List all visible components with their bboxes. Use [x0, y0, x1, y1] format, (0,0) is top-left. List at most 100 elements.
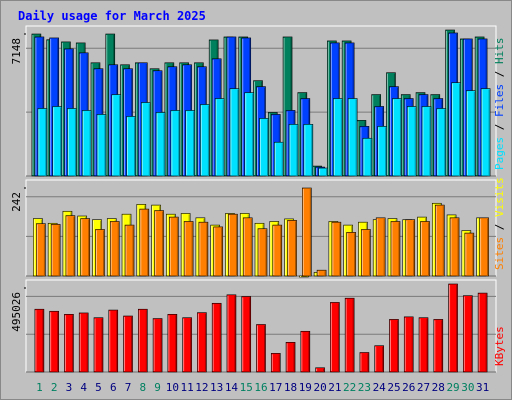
bar-pages-22 [347, 98, 358, 177]
bar-sites-undefined [361, 229, 371, 277]
bar-sites-undefined-fill [36, 223, 46, 277]
bar-pages-18 [288, 124, 299, 177]
bar-kbytes-undefined [93, 317, 104, 373]
bar-pages-12-fill [200, 104, 210, 177]
bar-kbytes-undefined [448, 283, 458, 373]
bar-kbytes-undefined [182, 317, 192, 373]
bar-kbytes-undefined [64, 314, 74, 373]
bar-kbytes-undefined-fill [152, 318, 163, 373]
x-tick-label-18: 18 [284, 381, 297, 394]
bar-pages-4-fill [81, 110, 92, 177]
bar-pages-27 [421, 106, 432, 177]
legend-visits: Visits [493, 177, 506, 217]
bar-kbytes-undefined-fill [226, 294, 237, 373]
bar-kbytes-undefined [389, 319, 399, 373]
bar-pages-25-fill [392, 98, 402, 177]
bar-pages-16 [259, 118, 269, 177]
bar-kbytes-undefined-fill [418, 317, 429, 373]
bar-sites-undefined-fill [361, 229, 371, 277]
bar-pages-3 [67, 108, 77, 177]
bar-sites-undefined [420, 221, 430, 277]
x-tick-label-25: 25 [387, 381, 400, 394]
bar-pages-14 [229, 88, 240, 177]
bar-pages-17 [273, 141, 284, 177]
bar-sites-undefined [272, 224, 283, 277]
bar-sites-undefined-fill [375, 217, 386, 277]
x-tick-label-1: 1 [36, 381, 43, 394]
bar-kbytes-undefined [123, 315, 133, 373]
bar-sites-undefined [109, 221, 120, 277]
x-tick-label-26: 26 [402, 381, 415, 394]
bar-kbytes-undefined-fill [182, 317, 192, 373]
x-tick-label-10: 10 [166, 381, 179, 394]
x-tick-label-17: 17 [269, 381, 282, 394]
bar-kbytes-undefined [256, 324, 266, 373]
legend-pages: Pages [493, 137, 506, 170]
x-tick-label-11: 11 [181, 381, 194, 394]
bar-pages-16-fill [259, 118, 269, 177]
bar-kbytes-undefined [78, 312, 89, 373]
bar-kbytes-undefined-fill [93, 317, 104, 373]
bar-kbytes-undefined-fill [138, 308, 148, 373]
bar-sites-undefined [346, 232, 356, 277]
bar-sites-undefined-fill [287, 220, 297, 277]
bar-kbytes-undefined-fill [123, 315, 133, 373]
bar-sites-undefined [287, 220, 297, 277]
bar-pages-11-fill [185, 110, 195, 177]
bar-sites-undefined-fill [169, 216, 179, 277]
bar-pages-15-fill [244, 92, 255, 177]
bar-pages-29-fill [451, 82, 461, 177]
bar-sites-undefined-fill [213, 226, 223, 277]
bar-kbytes-undefined-fill [285, 342, 296, 373]
x-tick-label-9: 9 [154, 381, 161, 394]
bar-kbytes-undefined [315, 367, 325, 373]
bar-sites-undefined-fill [257, 228, 268, 277]
bar-sites-undefined [242, 217, 253, 277]
x-tick-label-12: 12 [195, 381, 208, 394]
legend-separator: / [493, 117, 506, 137]
x-tick-label-21: 21 [328, 381, 341, 394]
bar-pages-11 [185, 110, 195, 177]
bar-sites-undefined-fill [183, 221, 194, 277]
chart-title: Daily usage for March 2025 [18, 9, 206, 23]
bar-pages-20 [318, 167, 328, 177]
bar-pages-28-fill [436, 108, 447, 177]
bar-pages-30-fill [466, 90, 476, 177]
bar-sites-undefined [405, 219, 416, 277]
x-tick-label-13: 13 [210, 381, 223, 394]
bar-kbytes-undefined [463, 295, 473, 373]
x-tick-label-6: 6 [110, 381, 117, 394]
bar-sites-undefined-fill [154, 210, 164, 277]
panel-2-legend: Sites / Visits [493, 177, 506, 270]
bar-kbytes-undefined [433, 319, 444, 373]
x-tick-label-31: 31 [476, 381, 489, 394]
x-tick-label-28: 28 [432, 381, 445, 394]
bar-pages-5-fill [96, 114, 107, 177]
legend-kbytes: KBytes [493, 326, 506, 366]
bar-sites-undefined [316, 269, 327, 277]
x-tick-label-22: 22 [343, 381, 356, 394]
bar-kbytes-undefined [108, 309, 119, 373]
bar-pages-12 [200, 104, 210, 177]
bar-pages-10-fill [170, 110, 181, 177]
bar-kbytes-undefined-fill [270, 353, 281, 373]
x-tick-label-8: 8 [139, 381, 146, 394]
legend-separator: / [493, 64, 506, 84]
bar-kbytes-undefined-fill [211, 302, 222, 373]
bar-pages-8-fill [141, 102, 151, 177]
x-tick-label-27: 27 [417, 381, 430, 394]
bar-sites-undefined [95, 229, 105, 277]
bar-kbytes-undefined [226, 294, 237, 373]
bar-pages-23-fill [362, 137, 373, 177]
panel-3-legend: KBytes [493, 326, 506, 366]
bar-sites-undefined [50, 224, 61, 277]
bar-kbytes-undefined-fill [344, 297, 355, 373]
bar-kbytes-undefined-fill [64, 314, 74, 373]
bar-kbytes-undefined [403, 316, 414, 373]
x-tick-label-16: 16 [254, 381, 267, 394]
bar-sites-undefined [65, 215, 76, 277]
bar-sites-undefined [375, 217, 386, 277]
x-tick-label-2: 2 [51, 381, 58, 394]
bar-sites-undefined [479, 217, 489, 277]
panel-1-ymax-label: 7148 [10, 38, 23, 65]
